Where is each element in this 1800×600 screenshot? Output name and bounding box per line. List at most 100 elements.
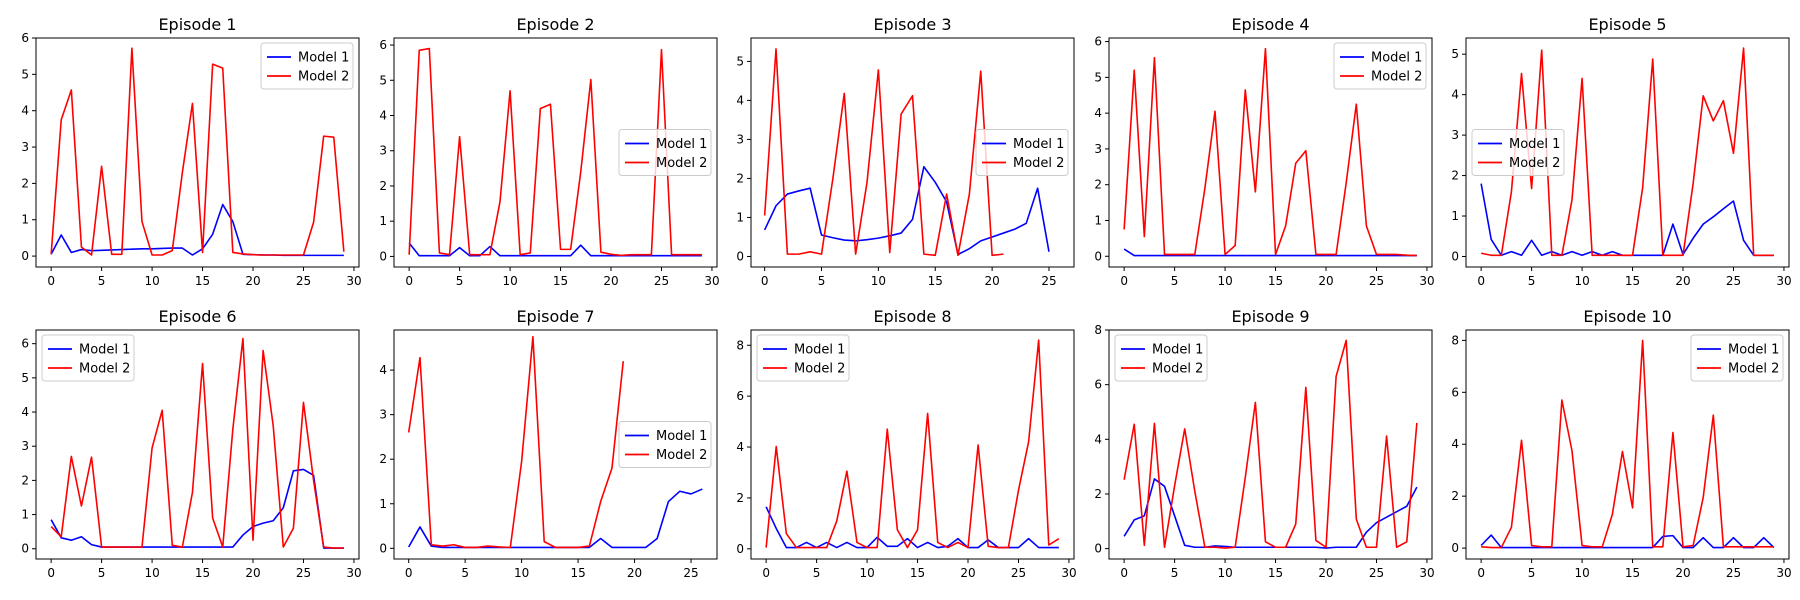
y-tick-label: 2 — [736, 171, 744, 185]
y-tick-label: 2 — [21, 176, 29, 190]
y-tick-label: 8 — [1094, 323, 1102, 337]
x-tick-label: 25 — [1041, 274, 1056, 288]
y-tick-label: 4 — [1451, 88, 1459, 102]
x-tick-label: 15 — [1268, 566, 1283, 580]
x-tick-label: 5 — [98, 566, 106, 580]
y-tick-label: 2 — [1094, 487, 1102, 501]
x-tick-label: 30 — [1776, 566, 1791, 580]
legend-label: Model 2 — [1509, 156, 1560, 171]
y-tick-label: 2 — [21, 473, 29, 487]
x-tick-label: 25 — [296, 274, 311, 288]
subplot-8: Episode 8 0 5 10 15 20 25 30 0 2 4 6 8 Model 1 Model 2 — [736, 307, 1076, 580]
y-tick-label: 3 — [21, 140, 29, 154]
legend: Model 1 Model 2 — [1333, 42, 1427, 90]
legend-label: Model 1 — [1509, 137, 1560, 152]
y-tick-label: 5 — [379, 73, 387, 87]
x-tick-label: 0 — [405, 566, 413, 580]
x-tick-label: 30 — [1061, 566, 1076, 580]
axes-frame — [750, 329, 1075, 560]
legend-box — [1690, 334, 1784, 382]
x-tick-label: 10 — [1574, 566, 1589, 580]
legend-label: Model 2 — [1013, 156, 1064, 171]
x-tick-label: 10 — [1217, 566, 1232, 580]
legend: Model 1 Model 2 — [1471, 129, 1565, 176]
y-tick-label: 6 — [1451, 385, 1459, 399]
x-tick-label: 5 — [818, 274, 826, 288]
x-tick-label: 10 — [1574, 274, 1589, 288]
x-tick-label: 20 — [603, 274, 618, 288]
y-tick-label: 4 — [1094, 106, 1102, 120]
y-tick-label: 0 — [21, 542, 29, 556]
x-tick-label: 0 — [405, 274, 413, 288]
y-tick-label: 0 — [21, 249, 29, 263]
x-tick-label: 5 — [98, 274, 106, 288]
y-tick-label: 4 — [1094, 432, 1102, 446]
legend-label: Model 1 — [794, 343, 845, 358]
y-tick-label: 1 — [21, 213, 29, 227]
y-tick-label: 1 — [379, 214, 387, 228]
y-tick-label: 0 — [1094, 249, 1102, 263]
x-tick-label: 5 — [461, 566, 469, 580]
y-tick-label: 4 — [736, 93, 744, 107]
x-tick-label: 20 — [984, 274, 999, 288]
series-line-model-1 — [765, 506, 1059, 549]
y-tick-label: 4 — [379, 109, 387, 123]
legend: Model 1 Model 2 — [618, 421, 712, 468]
x-tick-label: 10 — [514, 566, 529, 580]
chart-title: Episode 8 — [873, 307, 951, 326]
legend-box — [41, 334, 135, 382]
x-tick-label: 15 — [1625, 274, 1640, 288]
legend-box — [260, 42, 354, 90]
series-line-model-2 — [1481, 339, 1774, 549]
series-line-model-1 — [50, 468, 344, 549]
legend-label: Model 2 — [298, 70, 349, 85]
x-tick-label: 30 — [1419, 274, 1434, 288]
legend-label: Model 1 — [656, 137, 707, 152]
y-tick-label: 4 — [379, 363, 387, 377]
legend: Model 1 Model 2 — [260, 42, 354, 90]
y-tick-label: 2 — [1094, 178, 1102, 192]
chart-title: Episode 3 — [873, 15, 951, 34]
series-line-model-2 — [765, 339, 1060, 549]
x-tick-label: 10 — [144, 274, 159, 288]
x-tick-label: 0 — [47, 566, 55, 580]
legend-label: Model 2 — [1152, 362, 1203, 377]
y-tick-label: 5 — [21, 67, 29, 81]
x-tick-label: 15 — [1625, 566, 1640, 580]
y-tick-label: 6 — [736, 389, 744, 403]
y-tick-label: 5 — [736, 54, 744, 68]
legend: Model 1 Model 2 — [41, 334, 135, 382]
legend-box — [975, 129, 1069, 176]
x-tick-label: 20 — [1675, 566, 1690, 580]
legend-label: Model 1 — [79, 343, 130, 358]
x-tick-label: 10 — [1217, 274, 1232, 288]
subplot-7: Episode 7 0 5 10 15 20 25 0 1 2 3 4 Model 1 Model 2 — [379, 307, 718, 580]
series-line-model-2 — [50, 47, 345, 256]
x-tick-label: 0 — [1120, 274, 1128, 288]
y-tick-label: 1 — [1094, 213, 1102, 227]
x-tick-label: 20 — [245, 274, 260, 288]
x-tick-label: 25 — [1369, 274, 1384, 288]
y-tick-label: 4 — [736, 440, 744, 454]
x-tick-label: 15 — [195, 566, 210, 580]
axes-frame — [1108, 37, 1433, 268]
series-line-model-2 — [50, 337, 344, 549]
subplot-9: Episode 9 0 5 10 15 20 25 30 0 2 4 6 8 Model 1 Model 2 — [1094, 307, 1434, 580]
y-tick-label: 6 — [379, 38, 387, 52]
x-tick-label: 20 — [627, 566, 642, 580]
legend-label: Model 2 — [656, 156, 707, 171]
chart-title: Episode 4 — [1231, 15, 1309, 34]
chart-title: Episode 5 — [1588, 15, 1666, 34]
legend: Model 1 Model 2 — [1690, 334, 1784, 382]
x-tick-label: 25 — [654, 274, 669, 288]
axes-frame — [1465, 37, 1790, 268]
y-tick-label: 3 — [736, 132, 744, 146]
x-tick-label: 15 — [1268, 274, 1283, 288]
series-line-model-1 — [1480, 183, 1774, 257]
y-tick-label: 0 — [736, 542, 744, 556]
axes-frame — [393, 329, 718, 560]
y-tick-label: 4 — [21, 405, 29, 419]
legend-label: Model 2 — [1728, 362, 1779, 377]
y-tick-label: 3 — [21, 439, 29, 453]
